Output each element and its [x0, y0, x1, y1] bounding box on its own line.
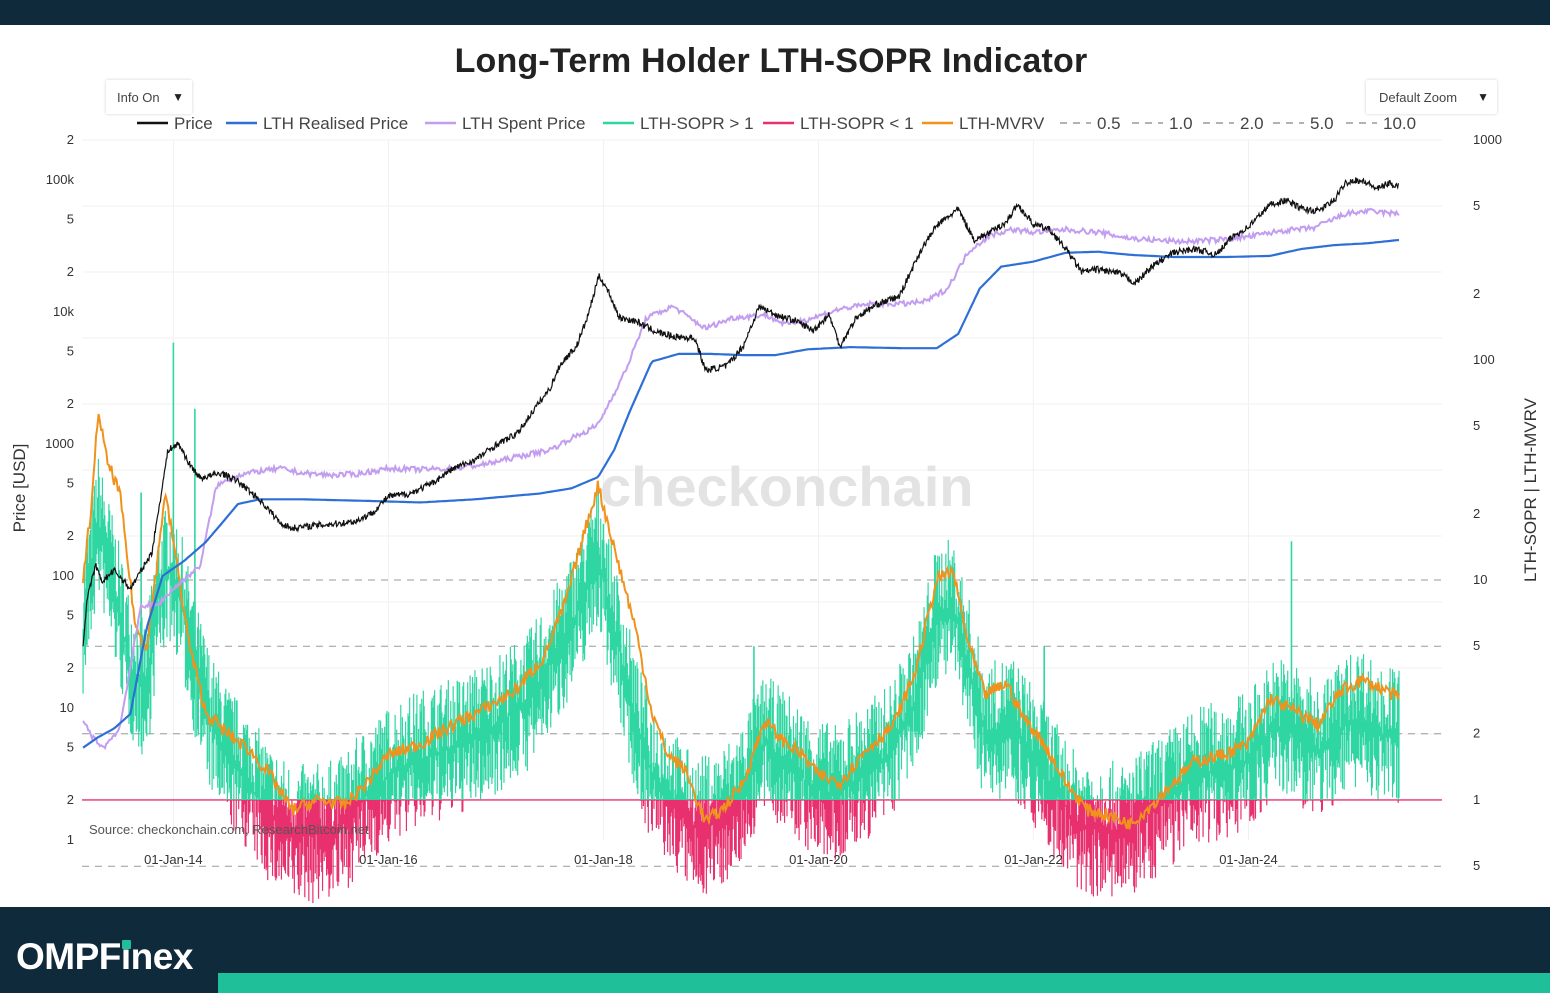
left-tick-label: 2	[67, 132, 74, 147]
left-tick-label: 1	[67, 832, 74, 847]
left-tick-label: 2	[67, 528, 74, 543]
right-tick-label: 5	[1473, 198, 1480, 213]
right-tick-label: 10	[1473, 572, 1487, 587]
right-tick-label: 2	[1473, 726, 1480, 741]
x-tick-label: 01-Jan-22	[1004, 852, 1063, 867]
brand-accent-i: i	[121, 936, 131, 977]
info-toggle-dropdown[interactable]: Info On ▼	[106, 80, 192, 114]
legend-item-label: LTH Realised Price	[263, 114, 408, 133]
left-tick-label: 2	[67, 792, 74, 807]
right-tick-label: 5	[1473, 418, 1480, 433]
left-tick-label: 2	[67, 264, 74, 279]
zoom-dropdown[interactable]: Default Zoom ▼	[1366, 80, 1497, 114]
info-toggle-label: Info On	[117, 89, 160, 105]
left-tick-label: 10	[60, 700, 74, 715]
lth-realised-price-line	[82, 238, 1400, 749]
x-tick-label: 01-Jan-16	[359, 852, 418, 867]
x-tick-label: 01-Jan-14	[144, 852, 203, 867]
x-axis-ticks: 01-Jan-14 01-Jan-16 01-Jan-18 01-Jan-20 01-J…	[144, 852, 1278, 867]
legend-item-label: LTH-SOPR < 1	[800, 114, 914, 133]
brand-part2: i	[120, 936, 131, 977]
left-tick-label: 10k	[53, 304, 74, 319]
legend-item-label: LTH-SOPR > 1	[640, 114, 754, 133]
left-tick-label: 2	[67, 660, 74, 675]
right-tick-label: 100	[1473, 352, 1495, 367]
right-tick-label: 1	[1473, 792, 1480, 807]
left-tick-label: 1000	[45, 436, 74, 451]
chart-title: Long-Term Holder LTH-SOPR Indicator	[454, 42, 1088, 80]
left-tick-label: 5	[67, 344, 74, 359]
left-tick-label: 5	[67, 740, 74, 755]
y-axis-right-title: LTH-SOPR | LTH-MVRV	[1521, 397, 1540, 582]
legend-item-label: LTH Spent Price	[462, 114, 585, 133]
right-tick-label: 1000	[1473, 132, 1502, 147]
x-tick-label: 01-Jan-20	[789, 852, 848, 867]
line-series	[82, 177, 1400, 830]
lth-mvrv-line	[82, 413, 1400, 830]
right-tick-label: 2	[1473, 506, 1480, 521]
brand-logo: OMPFi nex	[16, 935, 193, 979]
legend-band-label: 2.0	[1240, 114, 1264, 133]
source-note: Source: checkonchain.com, ResearchBitcoi…	[89, 822, 369, 837]
x-tick-label: 01-Jan-18	[574, 852, 633, 867]
price-line	[82, 177, 1399, 647]
zoom-label: Default Zoom	[1379, 89, 1458, 105]
left-tick-label: 2	[67, 396, 74, 411]
left-tick-label: 100	[52, 568, 74, 583]
footer-accent-strip	[218, 973, 1550, 993]
legend[interactable]: Price LTH Realised Price LTH Spent Price LT…	[137, 114, 1416, 133]
x-tick-label: 01-Jan-24	[1219, 852, 1278, 867]
legend-item-label: LTH-MVRV	[959, 114, 1045, 133]
watermark: checkonchain	[600, 455, 973, 518]
left-tick-label: 5	[67, 608, 74, 623]
lth-spent-price-line	[82, 207, 1400, 751]
legend-item-label: Price	[174, 114, 213, 133]
left-axis-ticks: 1 2 5 10 2 5 100 2 5 1000 2 5 10k 2 5 100k 2	[45, 132, 74, 847]
right-tick-label: 5	[1473, 858, 1480, 873]
left-tick-label: 5	[67, 476, 74, 491]
brand-part3: nex	[130, 936, 194, 977]
left-tick-label: 100k	[46, 172, 75, 187]
legend-band-label: 10.0	[1383, 114, 1416, 133]
left-tick-label: 5	[67, 212, 74, 227]
legend-band-label: 0.5	[1097, 114, 1121, 133]
legend-band-label: 5.0	[1310, 114, 1334, 133]
y-axis-left-title: Price [USD]	[10, 444, 29, 533]
right-axis-ticks: 5 1 2 5 10 2 5 100 2 5 1000	[1473, 132, 1502, 873]
right-tick-label: 5	[1473, 638, 1480, 653]
brand-accent-dot	[121, 940, 131, 949]
sopr-series	[82, 342, 1400, 904]
legend-band-label: 1.0	[1169, 114, 1193, 133]
chevron-down-icon: ▼	[1477, 90, 1489, 104]
brand-part1: OMPF	[16, 936, 121, 977]
top-bar	[0, 0, 1550, 25]
right-tick-label: 2	[1473, 286, 1480, 301]
chevron-down-icon: ▼	[172, 90, 184, 104]
